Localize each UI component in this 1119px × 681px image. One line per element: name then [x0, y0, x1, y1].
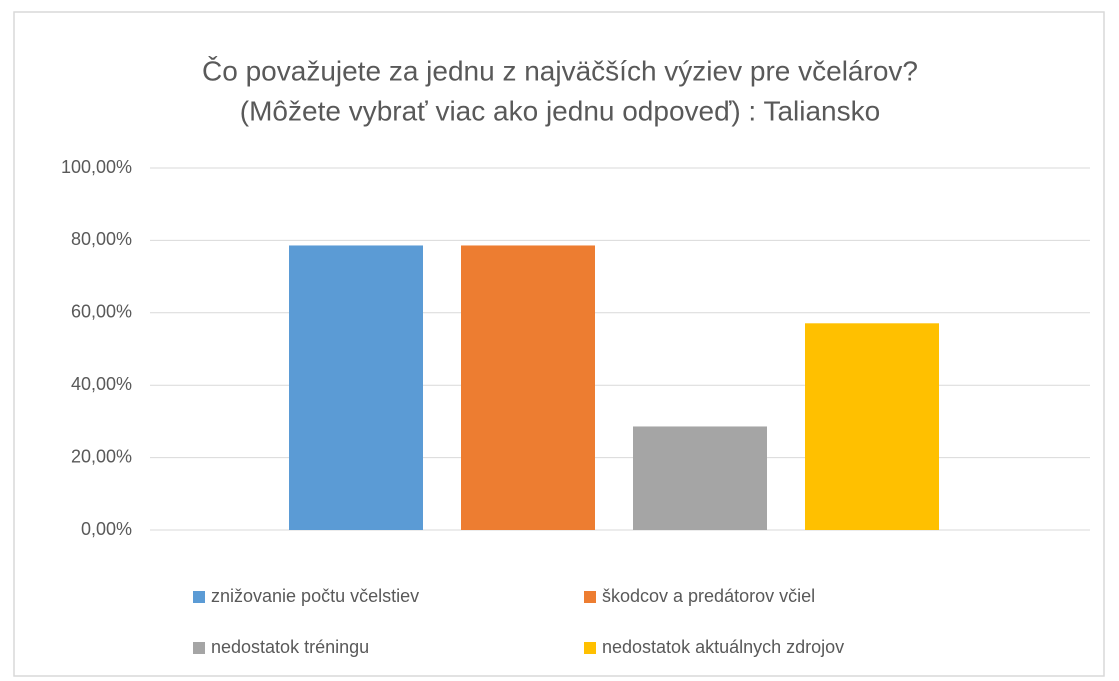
- y-tick-label: 80,00%: [71, 229, 132, 249]
- bar: [461, 245, 595, 530]
- y-tick-label: 20,00%: [71, 446, 132, 466]
- chart-title: (Môžete vybrať viac ako jednu odpoveď) :…: [240, 95, 880, 126]
- y-tick-label: 100,00%: [61, 157, 132, 177]
- legend-swatch: [584, 642, 596, 654]
- legend-swatch: [584, 591, 596, 603]
- legend-label: nedostatok tréningu: [211, 637, 369, 657]
- bar: [805, 323, 939, 530]
- bar: [633, 426, 767, 530]
- y-tick-label: 0,00%: [81, 519, 132, 539]
- chart-title: Čo považujete za jednu z najväčších výzi…: [202, 55, 918, 86]
- legend-label: nedostatok aktuálnych zdrojov: [602, 637, 844, 657]
- bar: [289, 245, 423, 530]
- legend-label: znižovanie počtu včelstiev: [211, 586, 419, 606]
- legend-label: škodcov a predátorov včiel: [602, 586, 815, 606]
- legend-swatch: [193, 642, 205, 654]
- legend-swatch: [193, 591, 205, 603]
- y-tick-label: 40,00%: [71, 374, 132, 394]
- y-tick-label: 60,00%: [71, 302, 132, 322]
